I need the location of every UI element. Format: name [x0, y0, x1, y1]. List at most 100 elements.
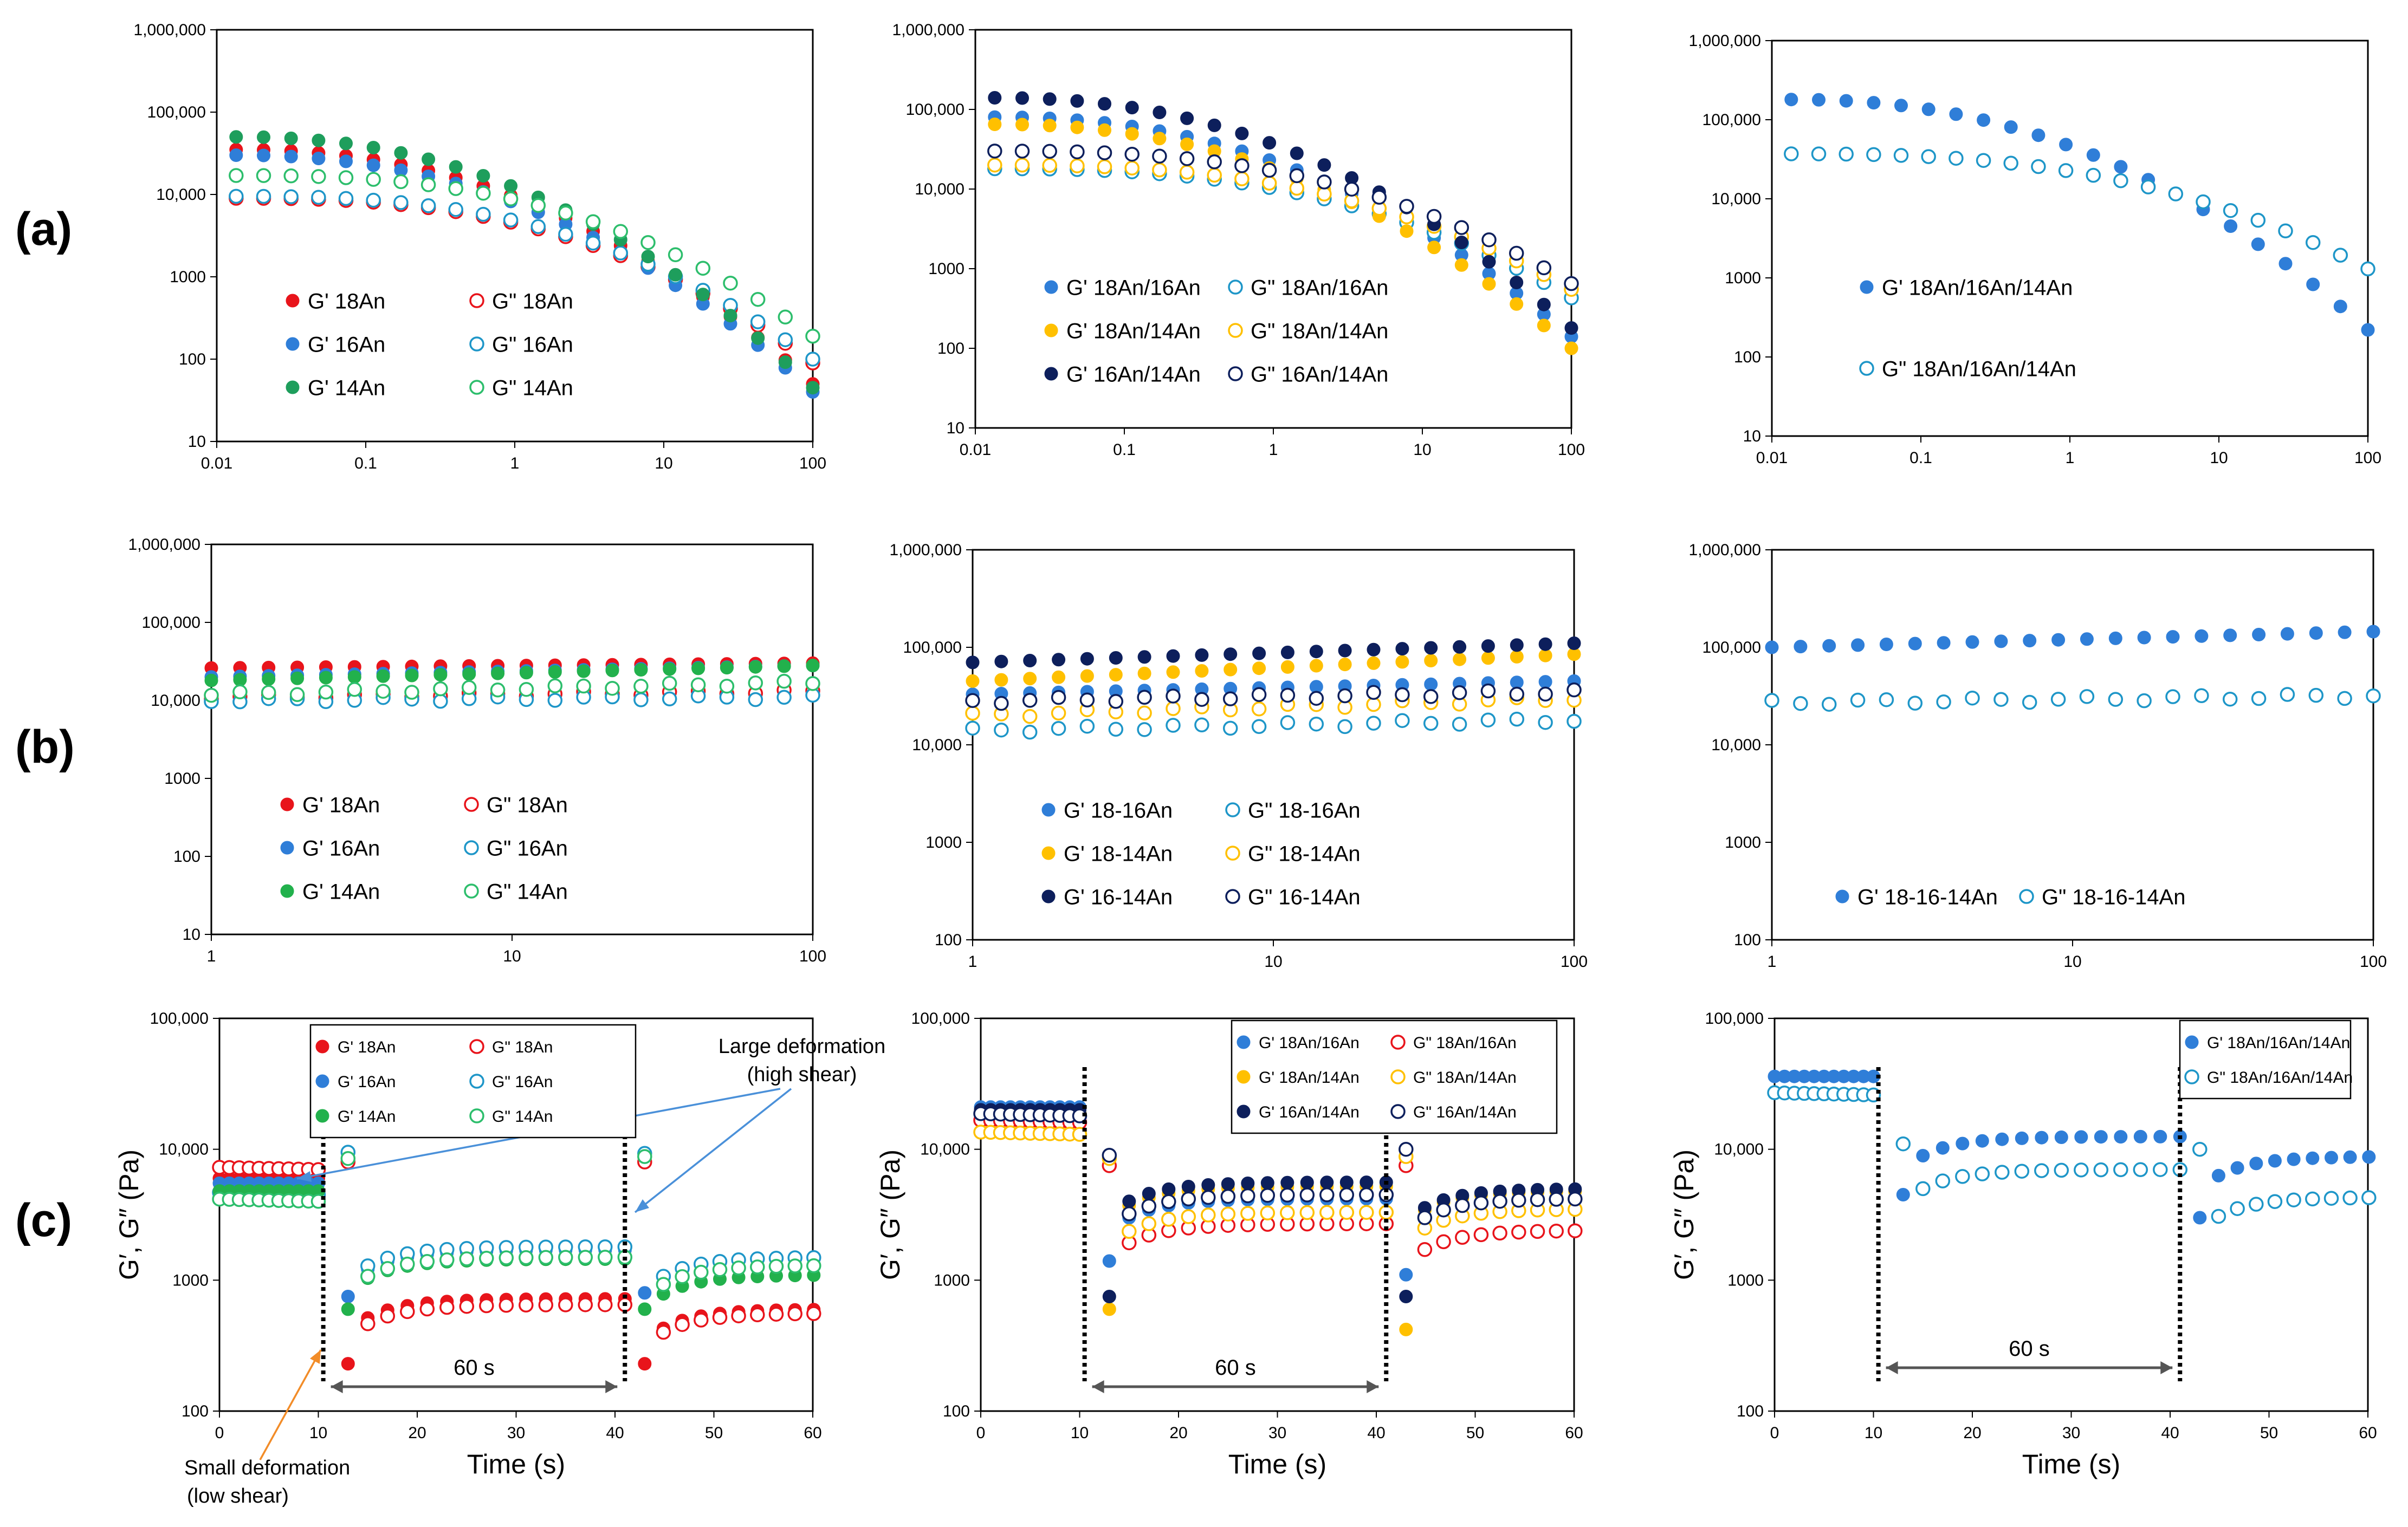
legend-marker: [469, 380, 484, 395]
data-point: [1895, 1136, 1911, 1152]
legend-item: G' 14An: [280, 880, 380, 904]
data-point: [1530, 1224, 1545, 1239]
data-point: [2323, 1191, 2339, 1206]
data-point: [2366, 688, 2381, 704]
legend-marker: [315, 1109, 329, 1123]
data-point: [1423, 716, 1439, 731]
data-point: [1289, 168, 1305, 184]
data-point: [1102, 1254, 1116, 1268]
data-point: [994, 673, 1008, 687]
y-tick-label: 100: [1734, 348, 1761, 366]
data-point: [1530, 1192, 1545, 1207]
data-point: [690, 677, 706, 692]
interval-arrow: 60 s: [331, 1356, 618, 1393]
legend-marker: [1390, 1104, 1406, 1119]
legend-label: G" 16An: [492, 333, 573, 356]
data-point: [2054, 1162, 2069, 1178]
x-tick-label: 60: [804, 1424, 821, 1442]
y-tick-label: 100,000: [1703, 111, 1761, 129]
data-point: [420, 198, 436, 213]
legend-label: G" 14An: [487, 880, 568, 904]
data-point: [1480, 712, 1496, 727]
data-point: [2333, 248, 2348, 263]
legend-label: G" 18-14An: [1248, 842, 1361, 866]
data-point: [1201, 1190, 1216, 1205]
data-point: [2306, 277, 2320, 291]
data-point: [1051, 690, 1066, 705]
data-point: [1098, 97, 1111, 111]
y-tick-label: 1,000,000: [890, 541, 962, 559]
data-point: [1252, 661, 1266, 675]
y-tick-label: 100: [943, 1402, 970, 1420]
data-point: [1280, 645, 1294, 659]
data-point: [1822, 639, 1836, 653]
data-point: [1993, 692, 2009, 707]
data-point: [1317, 174, 1332, 190]
y-tick-label: 1,000,000: [1689, 32, 1761, 50]
x-tick-label: 20: [1963, 1424, 1981, 1442]
data-point: [1022, 693, 1038, 708]
y-tick-label: 10,000: [156, 186, 206, 204]
data-point: [341, 1290, 355, 1303]
data-point: [1043, 119, 1057, 133]
data-point: [519, 666, 533, 680]
data-point: [675, 1317, 690, 1332]
data-point: [605, 680, 620, 696]
data-point: [805, 352, 820, 367]
plot-frame: [972, 549, 1575, 941]
y-tick-label: 100,000: [903, 639, 962, 657]
y-tick-label: 100,000: [1703, 639, 1761, 657]
legend-marker: [1225, 802, 1240, 817]
data-point: [1473, 1227, 1489, 1243]
data-point: [1367, 656, 1381, 670]
data-point: [1839, 94, 1853, 108]
data-point: [2308, 687, 2324, 703]
data-point: [598, 1250, 613, 1265]
series: [204, 687, 820, 710]
legend-label: G" 18An/16An: [1413, 1034, 1517, 1052]
data-point: [1207, 154, 1222, 170]
legend-label: G" 18An/16An/14An: [2207, 1069, 2353, 1087]
data-point: [1794, 640, 1808, 654]
x-tick-label: 10: [1264, 953, 1282, 971]
data-point: [723, 309, 737, 323]
legend-label: G' 16An: [302, 836, 380, 860]
legend-marker: [1225, 889, 1240, 904]
data-point: [1480, 683, 1496, 699]
data-point: [2094, 1130, 2108, 1144]
data-point: [2196, 194, 2211, 210]
series: [966, 636, 1581, 670]
data-point: [1921, 102, 1936, 116]
y-tick-label: 10,000: [151, 692, 200, 710]
data-point: [2222, 691, 2238, 707]
data-point: [339, 137, 353, 151]
series: [973, 1106, 1583, 1225]
data-point: [1975, 1166, 1990, 1181]
data-point: [1097, 159, 1112, 174]
annotation-large-deformation: Large deformation (high shear): [296, 1035, 885, 1213]
x-tick-label: 100: [1561, 953, 1588, 971]
legend-marker: [1860, 280, 1874, 294]
data-point: [558, 226, 573, 242]
data-point: [439, 1299, 455, 1315]
data-point: [1222, 720, 1238, 736]
data-point: [2338, 625, 2352, 639]
data-point: [2074, 1130, 2088, 1144]
data-point: [1509, 245, 1524, 261]
data-point: [1482, 255, 1496, 269]
legend-marker: [1041, 889, 1056, 904]
data-points: [987, 91, 1579, 355]
data-point: [2194, 688, 2209, 704]
data-point: [433, 693, 448, 709]
data-point: [1108, 722, 1124, 737]
data-point: [1263, 136, 1277, 150]
legend-item: G' 16An: [280, 836, 380, 860]
legend-marker: [469, 1108, 484, 1123]
data-point: [2058, 163, 2074, 178]
legend-item: G' 14An: [315, 1108, 396, 1126]
data-point: [1538, 714, 1553, 730]
legend-item: G" 16An: [469, 1073, 553, 1091]
data-points: [229, 130, 820, 399]
data-point: [476, 206, 491, 222]
y-tick-label: 10,000: [1711, 190, 1761, 208]
